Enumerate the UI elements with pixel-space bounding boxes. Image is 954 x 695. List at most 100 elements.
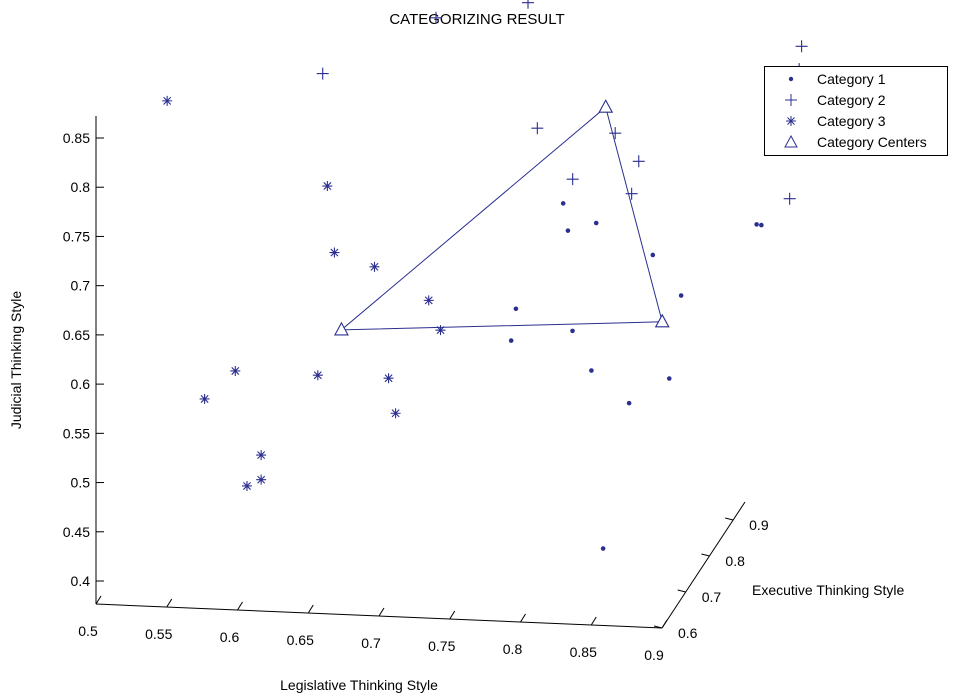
x-tick bbox=[95, 595, 102, 605]
category-3-point bbox=[390, 408, 401, 419]
category-center-point bbox=[334, 321, 349, 336]
x-tick bbox=[661, 619, 668, 629]
x-tick-label: 0.9 bbox=[644, 647, 664, 663]
legend-item-category-centers: Category Centers bbox=[765, 132, 947, 152]
category-1-point bbox=[666, 376, 672, 381]
category-centers-connector bbox=[339, 106, 663, 331]
category-2-point bbox=[783, 192, 796, 205]
legend-item-category-2: Category 2 bbox=[765, 90, 947, 110]
category-1-point bbox=[759, 222, 764, 228]
category-1-point bbox=[508, 338, 514, 343]
x-tick-label: 0.5 bbox=[78, 623, 98, 639]
category-3-point bbox=[383, 373, 394, 384]
x-tick-label: 0.65 bbox=[287, 632, 314, 648]
x-tick bbox=[166, 598, 173, 608]
z-tick-label: 0.7 bbox=[71, 278, 91, 294]
data-markers bbox=[162, 0, 815, 551]
x-tick-label: 0.7 bbox=[361, 635, 381, 651]
x-tick-label: 0.85 bbox=[570, 644, 597, 660]
category-1-point bbox=[600, 546, 606, 551]
x-tick-label: 0.6 bbox=[220, 629, 240, 645]
z-tick-label: 0.45 bbox=[63, 524, 90, 540]
category-1-point bbox=[513, 306, 519, 312]
x-tick bbox=[378, 607, 385, 617]
triangle-marker-icon bbox=[784, 134, 798, 148]
category-3-point bbox=[435, 325, 446, 336]
x-tick-label: 0.8 bbox=[503, 641, 523, 657]
y-tick-label: 0.8 bbox=[725, 553, 745, 569]
category-3-point bbox=[162, 95, 173, 106]
category-3-point bbox=[369, 261, 380, 272]
category-1-point bbox=[754, 222, 759, 227]
y-tick bbox=[677, 589, 686, 593]
z-tick-label: 0.6 bbox=[71, 376, 91, 392]
x-tick-label: 0.55 bbox=[145, 626, 172, 642]
y-tick-label: 0.7 bbox=[702, 589, 722, 605]
legend-label: Category Centers bbox=[817, 134, 927, 150]
z-tick-label: 0.8 bbox=[71, 179, 91, 195]
y-axis-line bbox=[661, 501, 746, 629]
category-2-point bbox=[531, 122, 544, 135]
x-tick bbox=[237, 601, 243, 611]
category-2-point bbox=[625, 187, 638, 200]
y-tick bbox=[653, 625, 663, 629]
z-axis-label: Judicial Thinking Style bbox=[8, 291, 24, 429]
category-3-point bbox=[256, 450, 267, 461]
dot-marker-icon bbox=[788, 76, 794, 82]
z-tick-label: 0.55 bbox=[63, 425, 90, 441]
category-3-point bbox=[199, 393, 210, 404]
category-2-point bbox=[316, 67, 329, 80]
z-tick-label: 0.5 bbox=[71, 475, 91, 491]
category-1-point bbox=[678, 293, 684, 298]
y-axis-label: Executive Thinking Style bbox=[752, 582, 904, 598]
category-1-point bbox=[560, 201, 566, 206]
y-tick bbox=[725, 517, 734, 521]
legend-label: Category 3 bbox=[817, 113, 886, 129]
category-3-point bbox=[322, 181, 333, 192]
category-1-point bbox=[593, 220, 599, 226]
category-2-point bbox=[795, 40, 808, 53]
legend-label: Category 1 bbox=[817, 71, 886, 87]
z-tick-label: 0.85 bbox=[63, 130, 90, 146]
x-tick-label: 0.75 bbox=[428, 638, 455, 654]
category-3-point bbox=[329, 247, 340, 258]
legend: Category 1 Category 2 Category 3 Categor… bbox=[764, 66, 948, 156]
category-3-point bbox=[312, 370, 323, 381]
category-1-point bbox=[565, 228, 571, 233]
z-tick-label: 0.65 bbox=[63, 327, 90, 343]
y-tick bbox=[701, 553, 710, 557]
category-center-point bbox=[654, 313, 670, 328]
category-3-point bbox=[230, 365, 241, 376]
category-3-point bbox=[241, 480, 252, 491]
legend-item-category-3: Category 3 bbox=[765, 111, 947, 131]
category-3-point bbox=[256, 474, 267, 485]
plus-marker-icon bbox=[785, 94, 797, 106]
x-tick bbox=[590, 616, 597, 626]
category-1-point bbox=[650, 252, 656, 258]
y-tick-label: 0.9 bbox=[749, 517, 769, 533]
chart-title: CATEGORIZING RESULT bbox=[389, 11, 564, 28]
z-tick-label: 0.4 bbox=[71, 573, 91, 589]
x-tick bbox=[449, 610, 456, 620]
category-1-point bbox=[626, 400, 632, 406]
category-2-point bbox=[632, 155, 645, 168]
y-tick-label: 0.6 bbox=[678, 625, 698, 641]
x-axis-label: Legislative Thinking Style bbox=[280, 677, 438, 693]
category-1-point bbox=[589, 368, 594, 373]
category-2-point bbox=[566, 173, 579, 186]
legend-item-category-1: Category 1 bbox=[765, 69, 947, 89]
x-tick bbox=[307, 604, 314, 614]
category-2-point bbox=[609, 127, 622, 140]
category-2-point bbox=[429, 11, 442, 24]
category-3-point bbox=[423, 295, 434, 306]
category-2-point bbox=[522, 0, 535, 9]
legend-label: Category 2 bbox=[817, 92, 886, 108]
category-1-point bbox=[570, 328, 575, 334]
category-center-point bbox=[598, 99, 614, 113]
category-centers-line bbox=[339, 106, 663, 331]
x-tick bbox=[520, 613, 526, 623]
asterisk-marker-icon bbox=[786, 116, 796, 126]
z-tick-label: 0.75 bbox=[63, 228, 90, 244]
axis-ticks: 0.4 0.45 0.5 0.55 0.6 0.65 0.7 0.75 0.8 0.85 0.5 0.… bbox=[63, 130, 769, 663]
